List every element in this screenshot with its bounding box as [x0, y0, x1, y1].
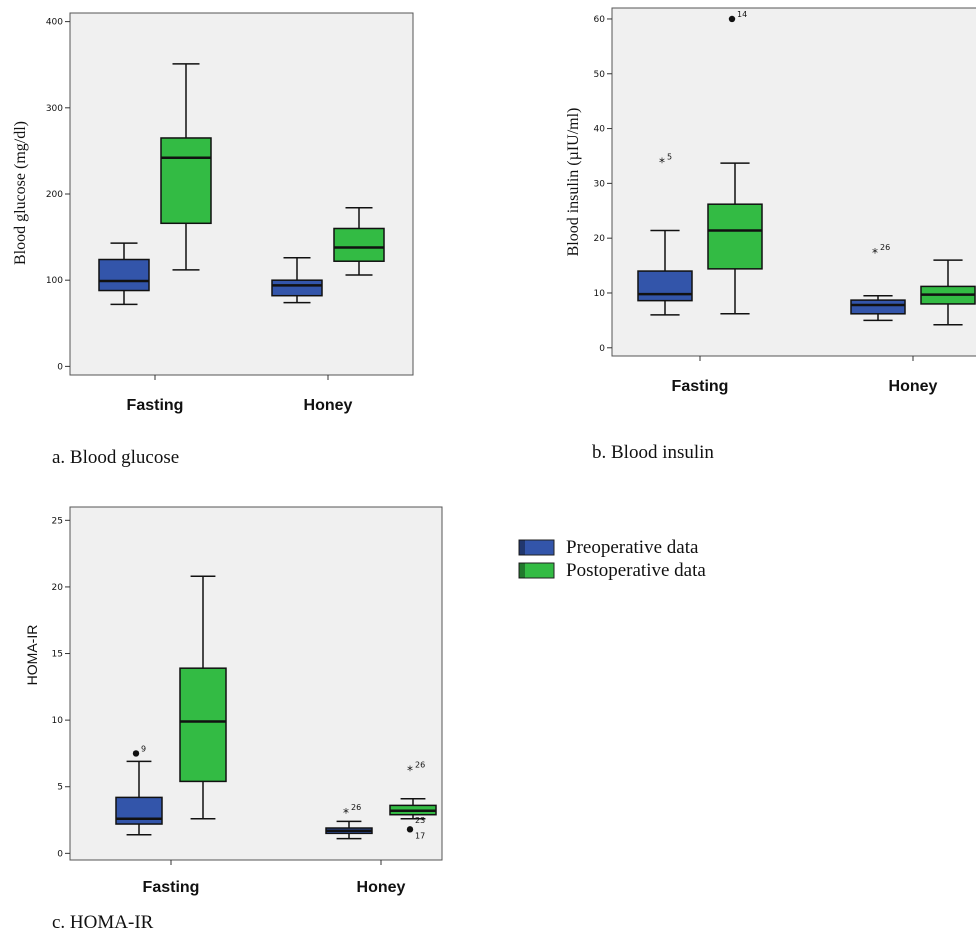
iqr-box — [160, 137, 212, 225]
plot-area — [69, 12, 414, 376]
chart-caption: a. Blood glucose — [52, 447, 179, 468]
box-post-fasting — [160, 63, 212, 271]
y-tick-label: 100 — [46, 276, 63, 286]
outlier-label: 26 — [415, 760, 425, 769]
y-tick-label: 20 — [594, 234, 606, 244]
chart-b: 0 10 20 30 40 50 60 Fasting Honey Blood insulin (… — [565, 7, 976, 463]
category-label: Honey — [357, 879, 406, 896]
box-post-fasting — [179, 575, 227, 820]
chart-a: 0 100 200 300 400 Fasting Honey Blood glucose (… — [12, 12, 414, 468]
iqr-box — [179, 667, 227, 783]
outlier-star: * — [659, 155, 665, 169]
y-tick-label: 0 — [57, 362, 63, 372]
iqr-box — [333, 227, 385, 262]
outlier-label: 9 — [141, 744, 146, 753]
box-post-honey — [333, 207, 385, 276]
iqr-box — [707, 203, 763, 270]
iqr-box — [850, 299, 906, 315]
category-label: Honey — [889, 378, 938, 395]
box-pre-honey: * 26 — [850, 243, 906, 322]
y-tick-label: 15 — [52, 650, 63, 660]
y-tick-label: 400 — [46, 18, 63, 28]
y-tick-label: 60 — [594, 15, 606, 25]
box-pre-honey — [271, 257, 323, 304]
y-tick-label: 0 — [599, 344, 605, 354]
box-post-fasting: 14 — [707, 10, 763, 315]
y-tick-label: 10 — [52, 716, 64, 726]
outlier-star: * — [343, 806, 349, 820]
iqr-box — [115, 796, 163, 825]
legend-label: Postoperative data — [566, 560, 706, 581]
category-label: Fasting — [143, 879, 200, 896]
legend-swatch-shade — [519, 563, 525, 578]
y-tick-label: 300 — [46, 104, 63, 114]
outlier-dot — [406, 826, 414, 833]
legend-swatch-shade — [519, 540, 525, 555]
legend-swatch — [518, 539, 555, 556]
category-label: Honey — [304, 397, 353, 414]
outlier-label: 17 — [415, 831, 425, 840]
outlier-label: 5 — [667, 152, 672, 161]
outlier-dot — [728, 15, 736, 23]
y-tick-label: 200 — [46, 190, 63, 200]
outlier-label: 26 — [351, 803, 361, 812]
outlier-label: 14 — [737, 10, 747, 19]
legend-swatch — [518, 562, 555, 579]
box-pre-fasting: * 5 — [637, 152, 693, 316]
y-axis-label: Blood insulin (µIU/ml) — [565, 108, 582, 257]
y-tick-label: 10 — [594, 289, 606, 299]
iqr-box — [637, 270, 693, 302]
box-pre-honey: * 26 — [325, 803, 373, 840]
chart-caption: c. HOMA-IR — [52, 912, 154, 933]
outlier-star: * — [407, 763, 413, 777]
box-pre-fasting: 9 — [115, 744, 163, 836]
y-tick-label: 30 — [594, 179, 606, 189]
iqr-box — [98, 258, 150, 292]
y-tick-label: 20 — [52, 583, 64, 593]
y-tick-label: 5 — [57, 783, 63, 793]
y-tick-label: 0 — [57, 849, 63, 859]
y-tick-label: 50 — [594, 70, 606, 80]
y-axis-label: HOMA-IR — [24, 625, 40, 686]
chart-caption: b. Blood insulin — [592, 442, 714, 463]
category-label: Fasting — [672, 378, 729, 395]
outlier-dot — [132, 750, 140, 757]
y-tick-label: 25 — [52, 516, 63, 526]
outlier-label: 23 — [415, 816, 425, 825]
y-tick-label: 40 — [594, 125, 606, 135]
outlier-star: * — [872, 246, 878, 260]
box-post-honey — [920, 259, 976, 326]
outlier-label: 26 — [880, 243, 890, 252]
box-post-honey: * 26 23 17 — [389, 760, 437, 840]
legend-label: Preoperative data — [566, 537, 699, 558]
category-label: Fasting — [127, 397, 184, 414]
chart-c: 0 5 10 15 20 25 Fasting Honey HOMA-IR c. HOMA-IR 9… — [24, 506, 443, 933]
box-pre-fasting — [98, 242, 150, 306]
iqr-box — [271, 279, 323, 297]
y-axis-label: Blood glucose (mg/dl) — [12, 121, 29, 265]
